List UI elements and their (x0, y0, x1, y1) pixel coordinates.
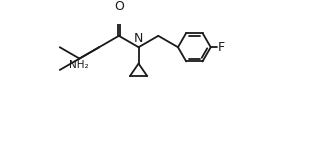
Text: O: O (114, 0, 124, 13)
Text: F: F (218, 41, 225, 54)
Text: N: N (134, 32, 143, 45)
Text: NH₂: NH₂ (69, 60, 88, 70)
